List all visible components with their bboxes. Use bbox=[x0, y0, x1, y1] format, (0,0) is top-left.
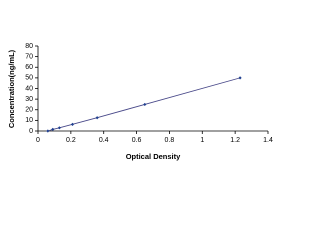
y-tick-label: 70 bbox=[25, 53, 33, 60]
x-tick-label: 1.4 bbox=[263, 137, 273, 144]
y-axis-title: Concentration(ng/mL) bbox=[7, 49, 16, 128]
x-tick-label: 0.2 bbox=[66, 137, 76, 144]
background bbox=[0, 0, 300, 200]
data-point bbox=[238, 76, 242, 80]
data-point bbox=[143, 102, 147, 107]
data-point bbox=[57, 126, 61, 130]
y-tick-label: 40 bbox=[25, 85, 33, 92]
data-point bbox=[70, 122, 75, 126]
x-tick-label: 0 bbox=[36, 137, 40, 144]
y-tick-label: 30 bbox=[25, 96, 33, 103]
x-tick-label: 0.6 bbox=[132, 137, 142, 144]
x-axis-title: Optical Density bbox=[126, 152, 181, 161]
x-tick-label: 0.8 bbox=[165, 137, 175, 144]
x-tick-label: 0.4 bbox=[99, 137, 109, 144]
data-point bbox=[95, 116, 99, 120]
y-tick-label: 50 bbox=[25, 75, 33, 82]
x-tick-label: 1.2 bbox=[230, 137, 240, 144]
y-tick-label: 0 bbox=[29, 128, 33, 135]
y-tick-label: 80 bbox=[25, 43, 33, 50]
chart: Optical Density Concentration(ng/mL) 010… bbox=[0, 0, 300, 200]
data-point bbox=[46, 129, 50, 133]
data-point bbox=[51, 127, 55, 132]
y-tick-label: 10 bbox=[25, 117, 33, 124]
y-tick-label: 20 bbox=[25, 107, 33, 114]
y-tick-label: 60 bbox=[25, 64, 33, 71]
x-tick-label: 1 bbox=[200, 137, 204, 144]
